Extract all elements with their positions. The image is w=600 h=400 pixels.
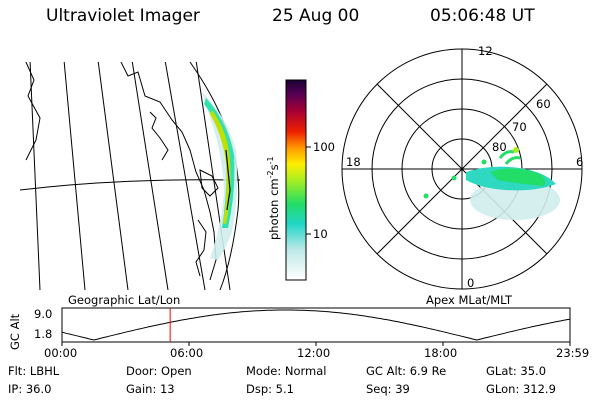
- lat-label-80: 80: [492, 140, 507, 154]
- instrument-title: Ultraviolet Imager: [46, 6, 200, 26]
- xtick-1800: 18:00: [424, 346, 458, 360]
- auroral-emission-left: [202, 92, 238, 260]
- lat-label-60: 60: [536, 97, 551, 111]
- info-mode: Mode: Normal: [246, 364, 327, 378]
- altitude-ytick-high: 9.0: [34, 307, 53, 321]
- info-gc-alt: GC Alt: 6.9 Re: [366, 364, 447, 378]
- auroral-emission-polar: [423, 147, 560, 220]
- time-label: 05:06:48 UT: [430, 6, 535, 26]
- map-graticule: [20, 62, 241, 290]
- altitude-ytick-low: 1.8: [34, 327, 53, 341]
- info-door: Door: Open: [126, 364, 192, 378]
- mlt-label-18: 18: [346, 155, 361, 169]
- apex-title: Apex MLat/MLT: [426, 293, 513, 307]
- info-glat: GLat: 35.0: [486, 364, 547, 378]
- xtick-2359: 23:59: [556, 346, 590, 360]
- info-seq: Seq: 39: [366, 382, 410, 396]
- info-dsp: Dsp: 5.1: [246, 382, 294, 396]
- lat-label-70: 70: [512, 120, 527, 134]
- info-ip: IP: 36.0: [8, 382, 52, 396]
- colorbar-gradient: [285, 79, 307, 281]
- altitude-ylabel: GC Alt: [8, 313, 22, 350]
- info-filter: Flt: LBHL: [8, 364, 60, 378]
- geographic-title: Geographic Lat/Lon: [68, 293, 181, 307]
- earth-limb: [189, 61, 240, 291]
- altitude-curve: [61, 309, 571, 341]
- mlt-label-12: 12: [478, 44, 493, 58]
- info-glon: GLon: 312.9: [486, 382, 556, 396]
- mlt-label-0: 0: [467, 276, 475, 290]
- polar-grid: [341, 48, 583, 290]
- xtick-0600: 06:00: [170, 346, 204, 360]
- xtick-1200: 12:00: [297, 346, 331, 360]
- mlt-label-6: 6: [576, 155, 584, 169]
- info-gain: Gain: 13: [126, 382, 175, 396]
- colorbar-tick-100: 100: [313, 140, 335, 154]
- altitude-plot-frame: [61, 307, 571, 343]
- colorbar-tick-10: 10: [313, 227, 328, 241]
- xtick-0000: 00:00: [44, 346, 78, 360]
- date-label: 25 Aug 00: [272, 6, 360, 26]
